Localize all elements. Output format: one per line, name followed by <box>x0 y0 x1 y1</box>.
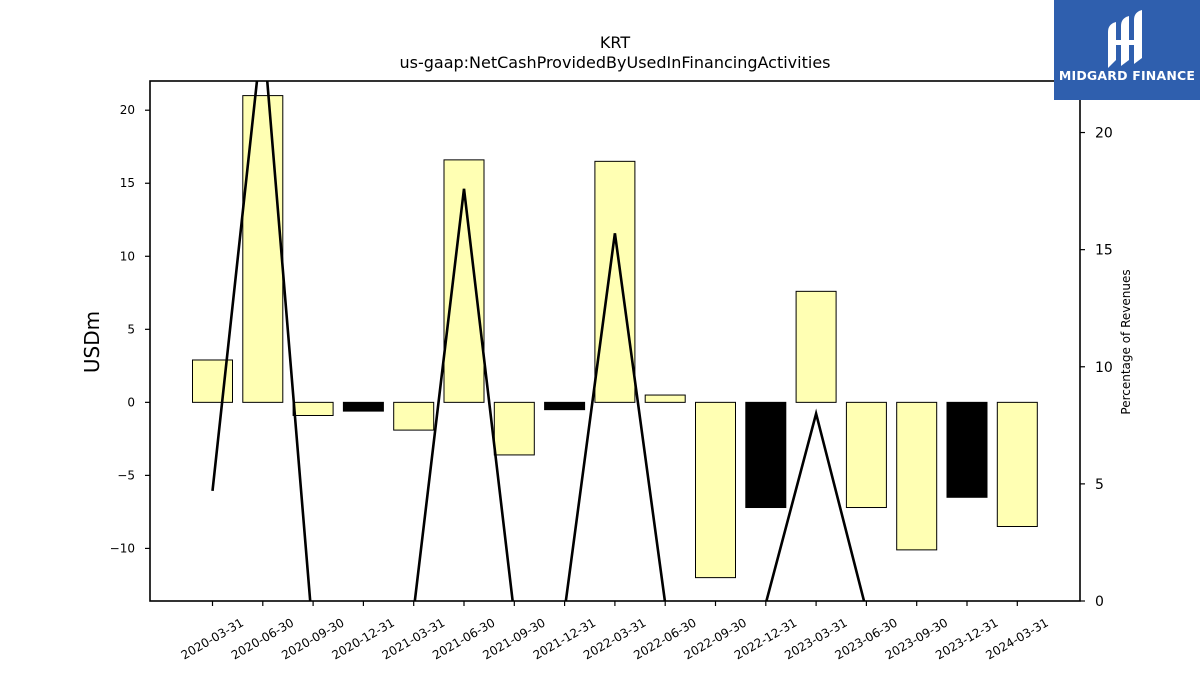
bar-group <box>192 95 1038 579</box>
y-tick-label: 5 <box>127 322 135 336</box>
percentage-line <box>211 81 866 601</box>
logo-icon <box>1108 10 1142 68</box>
y2-axis-label: Percentage of Revenues <box>1119 269 1133 414</box>
y-axis-label: USDm <box>80 311 104 373</box>
y2-tick-label: 10 <box>1095 360 1113 376</box>
bar-2023-09-30 <box>896 401 938 551</box>
y2-tick-label: 15 <box>1095 243 1113 259</box>
y2-tick-label: 5 <box>1095 477 1104 493</box>
y2-tick-label: 20 <box>1095 126 1113 142</box>
y-tick-label: 10 <box>120 249 135 263</box>
bar-2023-06-30 <box>845 401 887 509</box>
y2-axis-ticks: 0 5 10 15 20 <box>1080 126 1113 610</box>
bar-2024-03-31 <box>996 401 1038 528</box>
brand-logo: MIDGARD FINANCE <box>1054 0 1200 100</box>
bar-2020-06-30 <box>242 95 284 403</box>
bar-2020-12-31 <box>342 401 384 412</box>
y-tick-label: −10 <box>110 541 135 555</box>
bar-2021-06-30 <box>443 159 485 403</box>
brand-name: MIDGARD FINANCE <box>1058 68 1196 83</box>
line-group <box>211 81 866 601</box>
bar-2021-12-31 <box>544 401 586 411</box>
bar-2020-09-30 <box>292 401 334 416</box>
bar-2023-12-31 <box>946 401 988 498</box>
bar-2021-03-31 <box>393 401 435 431</box>
y-tick-label: 15 <box>120 176 135 190</box>
bar-2023-03-31 <box>795 290 837 403</box>
chart-subtitle: us-gaap:NetCashProvidedByUsedInFinancing… <box>399 53 830 72</box>
y-tick-label: 0 <box>127 395 135 409</box>
bar-2022-06-30 <box>644 394 686 403</box>
bar-2021-09-30 <box>493 401 535 456</box>
y2-tick-label: 0 <box>1095 594 1104 610</box>
bar-2022-03-31 <box>594 160 636 403</box>
chart-title: KRT <box>600 33 630 52</box>
x-axis-ticks: 2020-03-312020-06-302020-09-302020-12-31… <box>179 601 1051 662</box>
y-tick-label: −5 <box>117 468 135 482</box>
y-axis-ticks: −10 −5 0 5 10 15 20 <box>110 103 150 555</box>
y-tick-label: 20 <box>120 103 135 117</box>
bar-2022-09-30 <box>695 401 736 579</box>
bar-2022-12-31 <box>745 401 787 509</box>
